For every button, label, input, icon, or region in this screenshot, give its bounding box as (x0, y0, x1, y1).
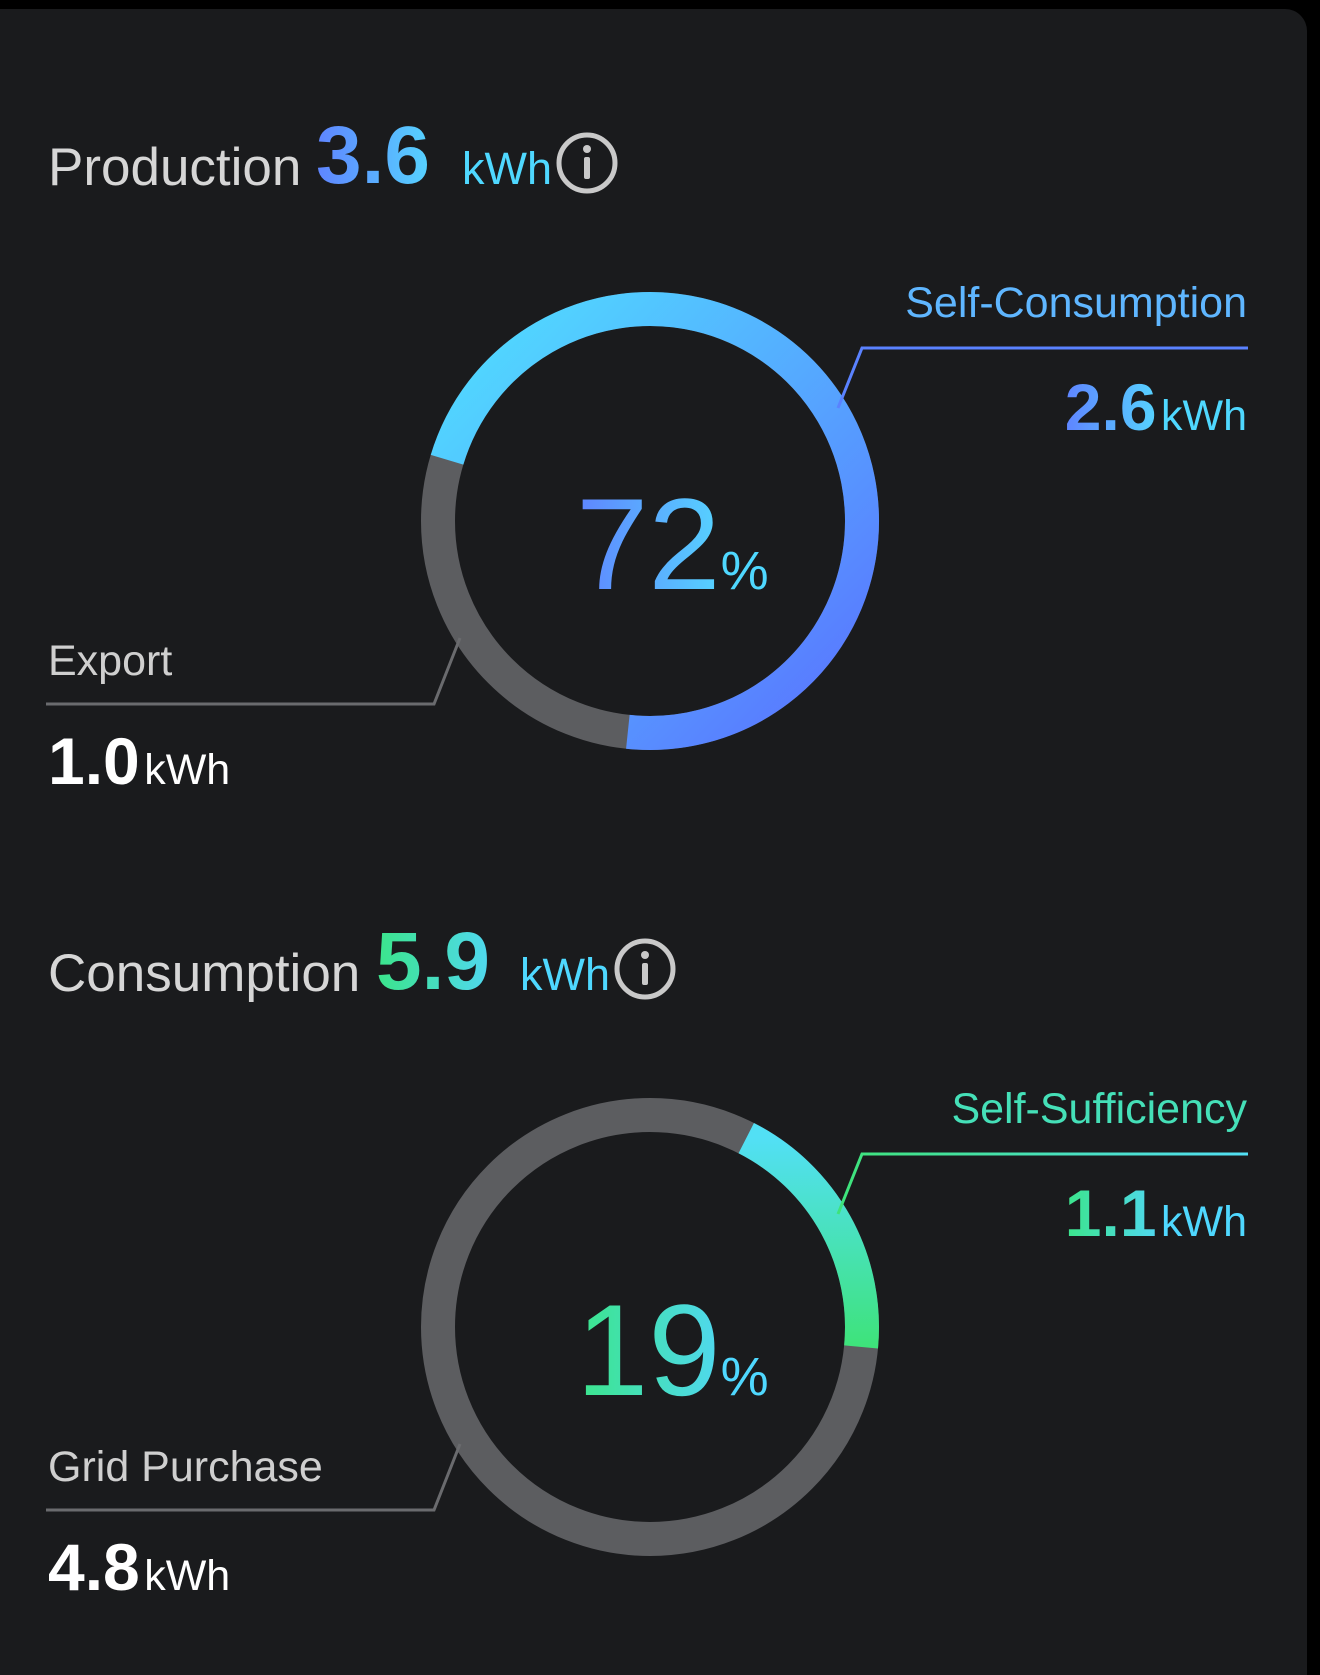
self-sufficiency-leader-line (836, 1152, 1248, 1215)
self-consumption-label: Self-Consumption (905, 279, 1247, 327)
percent-sign: % (720, 541, 769, 601)
export-value-row: 1.0 kWh (48, 723, 230, 799)
production-unit: kWh (462, 143, 552, 194)
info-circle-icon[interactable] (555, 131, 619, 195)
self-sufficiency-value-row: 1.1 kWh (1065, 1175, 1247, 1251)
self-sufficiency-percent: 19% (576, 1275, 769, 1425)
self-consumption-ring (421, 292, 879, 750)
ring-progress-arc (430, 292, 879, 750)
consumption-label: Consumption (48, 944, 361, 1003)
percent-sign: % (720, 1347, 769, 1407)
percent-number: 19 (576, 1277, 721, 1423)
consumption-value: 5.9 (376, 916, 490, 1007)
self-sufficiency-ring (421, 1098, 879, 1556)
percent-number: 72 (576, 471, 721, 617)
info-circle-icon[interactable] (613, 937, 677, 1001)
grid-purchase-value: 4.8 (48, 1530, 140, 1604)
self-consumption-percent: 72% (576, 469, 769, 619)
export-unit: kWh (144, 746, 231, 794)
self-sufficiency-value: 1.1 (1064, 1176, 1157, 1250)
self-consumption-value: 2.6 (1064, 370, 1157, 444)
self-consumption-value-row: 2.6 kWh (1065, 369, 1247, 445)
ring-progress-arc (738, 1122, 879, 1349)
self-sufficiency-label: Self-Sufficiency (951, 1085, 1247, 1133)
export-value: 1.0 (48, 724, 140, 798)
self-consumption-leader-line (836, 346, 1248, 409)
export-leader-line (46, 637, 462, 706)
production-label: Production (48, 138, 302, 197)
grid-purchase-leader-line (46, 1443, 462, 1512)
export-label: Export (48, 637, 173, 685)
grid-purchase-unit: kWh (144, 1552, 231, 1600)
energy-card: Production 3.6 kWh 72% Self-Consumption … (0, 9, 1307, 1675)
consumption-unit: kWh (520, 949, 610, 1000)
self-consumption-unit: kWh (1161, 392, 1247, 440)
self-sufficiency-unit: kWh (1161, 1198, 1247, 1246)
grid-purchase-label: Grid Purchase (48, 1443, 323, 1491)
production-value: 3.6 (316, 110, 430, 201)
grid-purchase-value-row: 4.8 kWh (48, 1529, 230, 1605)
